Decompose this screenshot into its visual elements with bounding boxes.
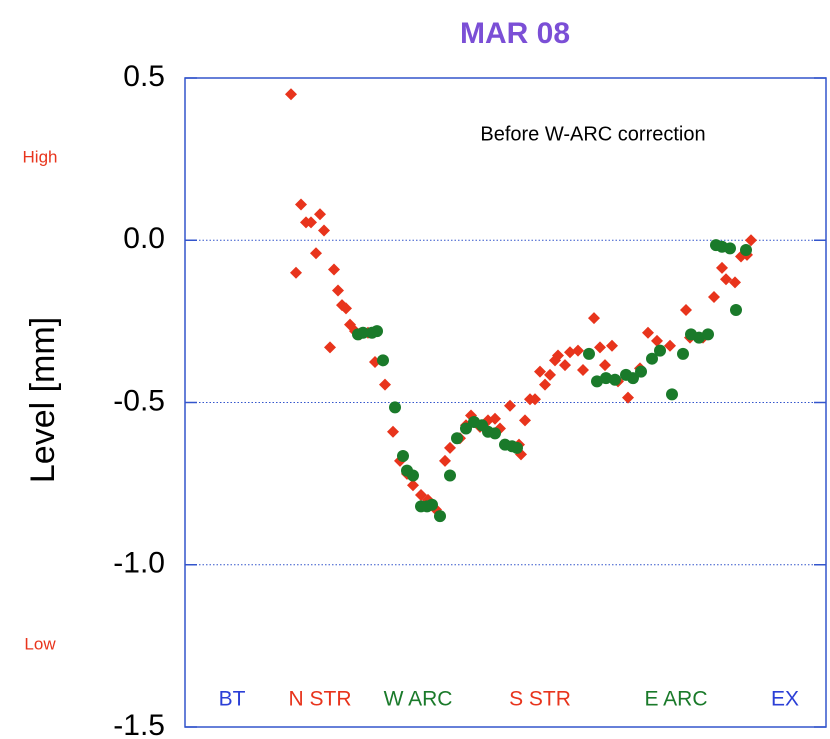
point xyxy=(677,347,689,360)
point xyxy=(588,312,600,325)
point xyxy=(609,373,621,386)
point xyxy=(314,208,326,221)
plot-frame xyxy=(184,77,827,728)
point xyxy=(693,331,705,344)
point xyxy=(716,261,728,274)
point xyxy=(572,344,584,357)
point xyxy=(720,273,732,286)
y-tick-label: -1.5 xyxy=(113,709,165,739)
point xyxy=(389,401,401,414)
region-label: EX xyxy=(771,688,799,711)
point xyxy=(489,412,501,425)
point xyxy=(708,291,720,304)
point xyxy=(489,427,501,440)
point xyxy=(559,359,571,372)
region-label: S STR xyxy=(509,688,571,711)
region-label: E ARC xyxy=(644,688,707,711)
point xyxy=(564,346,576,359)
point xyxy=(324,341,336,354)
point xyxy=(651,334,663,347)
point xyxy=(295,198,307,211)
point xyxy=(600,372,612,385)
point xyxy=(379,378,391,391)
point xyxy=(534,365,546,378)
low-label: Low xyxy=(24,634,56,653)
point xyxy=(451,432,463,445)
point xyxy=(635,365,647,378)
point xyxy=(606,339,618,352)
point xyxy=(426,498,438,511)
point xyxy=(654,344,666,357)
point xyxy=(434,510,446,523)
point xyxy=(444,441,456,454)
point xyxy=(332,284,344,297)
point xyxy=(305,216,317,229)
point xyxy=(664,339,676,352)
point xyxy=(328,263,340,276)
point xyxy=(730,304,742,317)
y-axis-label: Level [mm] xyxy=(24,317,62,483)
point xyxy=(340,302,352,315)
point xyxy=(745,234,757,247)
point xyxy=(594,341,606,354)
y-tick-label: -0.5 xyxy=(113,384,165,417)
point xyxy=(439,454,451,467)
high-label: High xyxy=(23,147,58,166)
point xyxy=(577,364,589,377)
point xyxy=(544,368,556,381)
y-tick-label: 0.5 xyxy=(123,60,165,93)
point xyxy=(591,375,603,388)
y-tick-label: 0.0 xyxy=(123,222,165,255)
point xyxy=(371,325,383,338)
point xyxy=(357,326,369,339)
region-label: W ARC xyxy=(384,688,453,711)
point xyxy=(583,347,595,360)
point xyxy=(519,414,531,427)
y-tick-label: -1.0 xyxy=(113,547,165,580)
point xyxy=(377,354,389,367)
point xyxy=(407,479,419,492)
region-label: N STR xyxy=(289,688,352,711)
point xyxy=(599,359,611,372)
point xyxy=(444,469,456,482)
point xyxy=(680,304,692,317)
point xyxy=(627,372,639,385)
point xyxy=(729,276,741,289)
point xyxy=(529,393,541,406)
point xyxy=(740,243,752,256)
point xyxy=(511,441,523,454)
point xyxy=(666,388,678,401)
point xyxy=(622,391,634,404)
point xyxy=(310,247,322,260)
point xyxy=(702,328,714,341)
region-label: BT xyxy=(219,688,246,711)
point xyxy=(504,399,516,412)
point xyxy=(285,88,297,101)
point xyxy=(290,266,302,279)
point xyxy=(539,378,551,391)
point xyxy=(460,422,472,435)
point xyxy=(552,349,564,362)
annotation: Before W-ARC correction xyxy=(480,123,705,145)
point xyxy=(724,242,736,255)
point xyxy=(387,425,399,438)
chart-title: MAR 08 xyxy=(460,17,570,50)
point xyxy=(397,450,409,463)
point xyxy=(318,224,330,237)
point xyxy=(642,326,654,339)
point xyxy=(646,352,658,365)
point xyxy=(407,469,419,482)
